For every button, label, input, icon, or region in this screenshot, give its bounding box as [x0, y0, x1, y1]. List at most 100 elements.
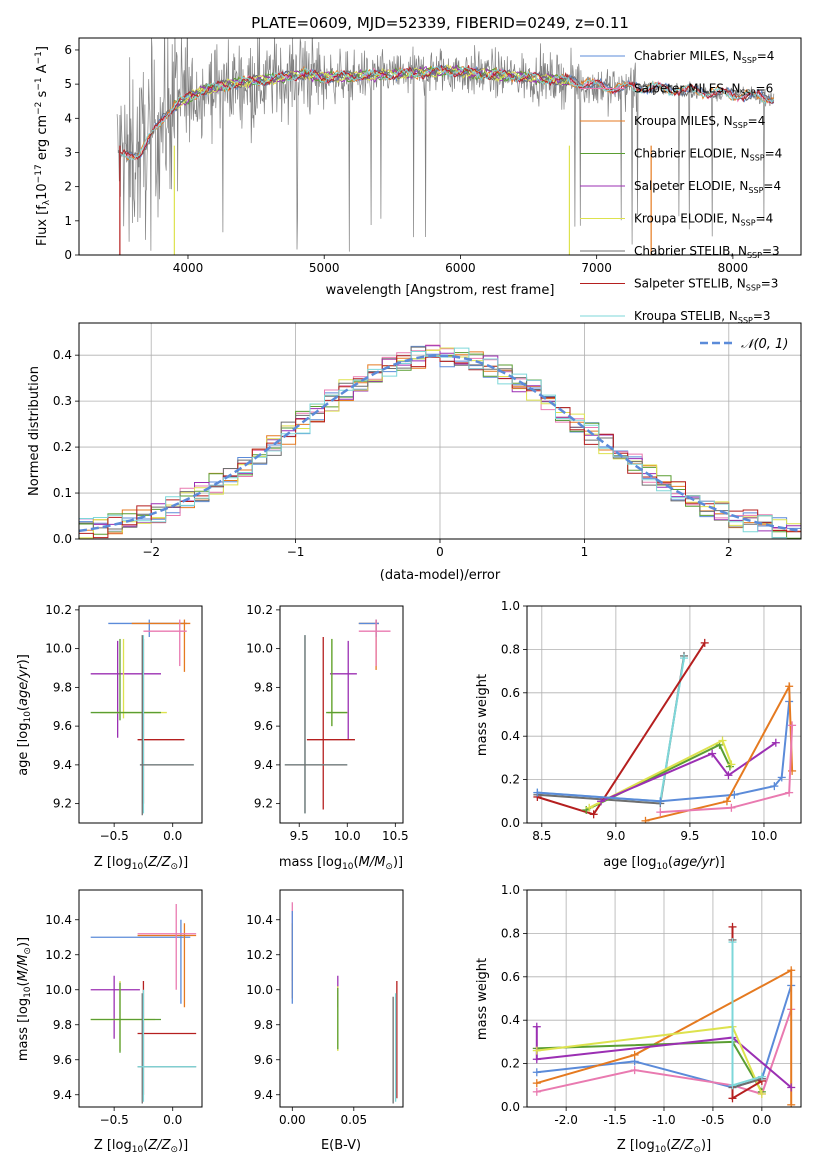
y-tick-label: 0.4 [501, 729, 520, 743]
x-tick-label: 0.00 [279, 1113, 306, 1127]
y-tick-label: 4 [64, 111, 72, 125]
age-vs-mass-panel: 9.5 10.0 10.5 9.2 9.4 9.6 9.8 10.0 10.2 mass [lo… [246, 603, 408, 872]
gaussian-curve [79, 354, 801, 533]
y-tick-label: 10.0 [246, 642, 273, 656]
weight-line [731, 926, 763, 1101]
y-tick-label: 9.4 [53, 1088, 72, 1102]
age-vs-Z-ylabel: age [log10(age/yr)] [16, 654, 33, 776]
y-tick-label: 1.0 [501, 883, 520, 897]
y-tick-label: 1 [64, 214, 72, 228]
y-tick-label: 10.2 [45, 948, 72, 962]
legend-label: Chabrier ELODIE, NSSP=4 [634, 147, 782, 163]
model-spectrum [119, 65, 775, 161]
y-tick-label: 9.4 [53, 758, 72, 772]
age-vs-Z-xlabel: Z [log10(Z/Z⊙)] [94, 855, 188, 872]
legend-tail: =4 [757, 49, 775, 63]
x-tick-label: 8.5 [532, 829, 551, 843]
legend-sub: SSP [741, 219, 756, 228]
weight-line [537, 642, 706, 816]
axes-frame [279, 889, 404, 1108]
legend-label: Kroupa ELODIE, NSSP=4 [634, 212, 773, 228]
y-tick-label: 0.6 [501, 686, 520, 700]
axes-frame [279, 605, 404, 824]
y-tick-label: 9.8 [254, 680, 273, 694]
y-tick-label: 9.6 [254, 719, 273, 733]
legend-tail: =4 [765, 147, 783, 161]
x-tick-label: 9.5 [680, 829, 699, 843]
x-tick-label: 2 [725, 545, 733, 559]
figure-title: PLATE=0609, MJD=52339, FIBERID=0249, z=0… [251, 14, 629, 32]
spectrum-ylabel: Flux [fλ10−17 erg cm−2 s−1 A−1] [34, 46, 52, 246]
x-tick-label: 10.0 [751, 829, 778, 843]
model-spectrum [174, 64, 570, 110]
y-tick-label: 0 [64, 248, 72, 262]
y-tick-label: 10.0 [45, 642, 72, 656]
y-tick-label: 10.2 [246, 948, 273, 962]
x-tick-label: 0.0 [163, 829, 182, 843]
legend-tail: =4 [748, 114, 766, 128]
legend-tail: =3 [762, 244, 780, 258]
model-spectrum [124, 65, 775, 161]
axes-frame [78, 889, 203, 1108]
weight-line [600, 741, 777, 803]
x-tick-label: -0.5 [701, 1113, 724, 1127]
legend-tail: =6 [756, 82, 774, 96]
y-tick-label: 0.3 [53, 394, 72, 408]
legend-tail: =4 [756, 212, 774, 226]
x-tick-label: 9.0 [606, 829, 625, 843]
legend-sub: SSP [733, 121, 748, 130]
axes-frame [78, 37, 802, 256]
y-tick-label: 0.0 [53, 532, 72, 546]
x-tick-label: 0.0 [752, 1113, 771, 1127]
y-tick-label: 9.6 [53, 1053, 72, 1067]
x-tick-label: 0.0 [163, 1113, 182, 1127]
legend-tail: =3 [761, 277, 779, 291]
plot-area [90, 619, 194, 816]
model-spectrum [119, 64, 774, 160]
x-tick-label: −0.5 [100, 829, 129, 843]
legend-label: Kroupa STELIB, NSSP=3 [634, 309, 771, 325]
y-tick-label: 6 [64, 43, 72, 57]
mass-vs-Z-xlabel: Z [log10(Z/Z⊙)] [94, 1138, 188, 1155]
legend-sub: SSP [742, 56, 757, 65]
y-tick-label: 0.1 [53, 486, 72, 500]
residuals-xlabel: (data-model)/error [380, 568, 501, 583]
legend-label: 𝒩(0, 1) [741, 337, 788, 352]
x-tick-label: −1 [287, 545, 305, 559]
x-tick-label: −0.5 [100, 1113, 129, 1127]
legend-sub: SSP [746, 284, 761, 293]
y-tick-label: 5 [64, 77, 72, 91]
y-tick-label: 0.2 [53, 440, 72, 454]
mass-vs-EBV-panel: 0.00 0.05 9.4 9.6 9.8 10.0 10.2 10.4 E(B-V) [246, 889, 404, 1153]
legend-label: Salpeter STELIB, NSSP=3 [634, 277, 778, 293]
y-tick-label: 2 [64, 180, 72, 194]
weight-line [537, 655, 685, 805]
mass-vs-Z-panel: −0.5 0.0 9.4 9.6 9.8 10.0 10.2 10.4 Z [log10(Z/… [16, 889, 203, 1155]
plot-area [284, 619, 391, 814]
x-tick-label: 8000 [718, 261, 749, 275]
y-tick-label: 10.4 [246, 913, 273, 927]
y-tick-label: 10.2 [246, 603, 273, 617]
plot-area [90, 904, 197, 1104]
spectrum-xlabel: wavelength [Angstrom, rest frame] [326, 283, 555, 298]
legend-sub: SSP [750, 154, 765, 163]
y-tick-label: 10.2 [45, 603, 72, 617]
legend-label: Kroupa MILES, NSSP=4 [634, 114, 765, 130]
model-spectrum [119, 64, 775, 160]
x-tick-label: 10.5 [382, 829, 409, 843]
y-tick-label: 0.6 [501, 970, 520, 984]
plot-area [532, 922, 796, 1107]
legend-sub: SSP [741, 89, 756, 98]
weight-line [660, 725, 794, 814]
plot-area [533, 638, 797, 823]
y-tick-label: 0.8 [501, 642, 520, 656]
y-tick-label: 3 [64, 145, 72, 159]
legend-tail: =4 [763, 179, 781, 193]
y-tick-label: 0.0 [501, 816, 520, 830]
plot-area [79, 344, 801, 539]
y-tick-label: 9.6 [53, 719, 72, 733]
legend-sub: SSP [748, 186, 763, 195]
age-vs-Z-panel: −0.5 0.0 9.2 9.4 9.6 9.8 10.0 10.2 Z [log10(Z/Z… [16, 603, 203, 872]
weight-vs-age-ylabel: mass weight [475, 674, 490, 756]
